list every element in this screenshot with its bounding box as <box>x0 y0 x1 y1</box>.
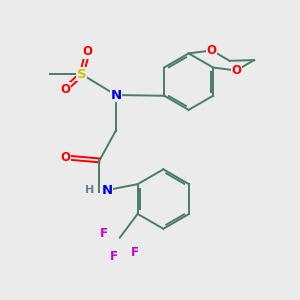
Text: F: F <box>110 250 118 263</box>
Text: F: F <box>100 227 107 240</box>
Text: O: O <box>207 44 217 57</box>
Text: N: N <box>101 184 112 196</box>
Text: H: H <box>85 185 94 195</box>
Text: F: F <box>131 246 139 259</box>
Text: O: O <box>60 82 70 96</box>
Text: O: O <box>231 64 241 77</box>
Text: O: O <box>82 45 93 58</box>
Text: O: O <box>60 151 70 164</box>
Text: N: N <box>110 88 122 101</box>
Text: S: S <box>77 68 86 81</box>
